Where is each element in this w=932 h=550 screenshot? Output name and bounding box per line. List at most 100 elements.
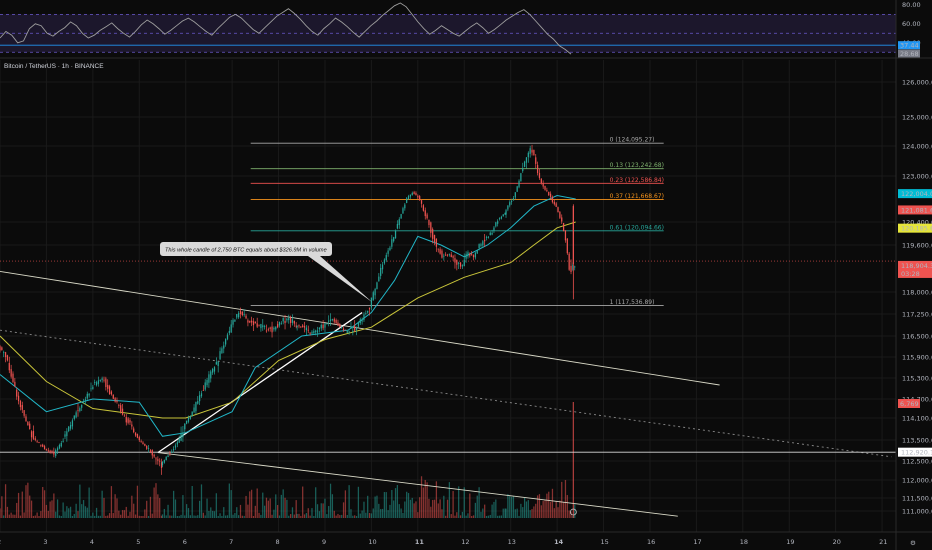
volume-bar [217, 515, 219, 518]
volume-bar [570, 511, 572, 518]
volume-bar [441, 509, 443, 518]
volume-bar [0, 508, 1, 518]
candle-body [426, 214, 428, 219]
fib-label-1: 0.13 (123,242.68) [610, 162, 664, 169]
candle-body [309, 332, 311, 334]
annotation-box[interactable] [160, 242, 332, 256]
volume-bar [487, 515, 490, 518]
candle-body [127, 418, 129, 423]
volume-bar [198, 500, 201, 518]
candle-body [101, 378, 103, 381]
volume-bar [320, 503, 322, 518]
candle-body [97, 380, 100, 384]
volume-bar [215, 493, 217, 518]
candle-body [193, 407, 195, 413]
volume-bar [105, 515, 107, 518]
volume-bar [355, 516, 358, 518]
volume-bar [348, 485, 350, 518]
volume-bar [236, 507, 238, 518]
candle-body [510, 201, 513, 202]
trendline-1[interactable] [0, 329, 892, 458]
volume-bar [574, 504, 576, 518]
fibonacci-retracement[interactable]: 0 (124,095.27) 0.13 (123,242.68) 0.23 (122… [250, 137, 664, 306]
candle-body [12, 373, 14, 382]
volume-bar [232, 514, 234, 518]
trendlines[interactable] [0, 260, 896, 517]
price-axis[interactable]: 126,000.00 125,000.00 124,000.00 123,000.00… [895, 0, 932, 550]
volume-bar [68, 508, 70, 518]
volume-bar [241, 515, 243, 518]
price-tick-6: 118,000.00 [902, 288, 932, 296]
trendline-2[interactable] [157, 452, 678, 517]
trendline-0[interactable] [0, 270, 720, 386]
price-badge-4 [898, 268, 932, 278]
volume-bar [167, 504, 169, 518]
candle-body [108, 386, 111, 395]
volume-bar [273, 509, 275, 518]
volume-bar [176, 515, 178, 518]
candle-body [383, 259, 386, 264]
candle-body [435, 238, 438, 247]
candle-body [182, 432, 184, 438]
volume-bar [23, 512, 25, 518]
volume-bar [163, 508, 165, 518]
candle-body-last [572, 206, 574, 265]
volume-marker [569, 508, 577, 516]
volume-bar [497, 515, 499, 518]
volume-bar [378, 503, 380, 518]
candle-body [337, 322, 339, 326]
candle-body [527, 152, 529, 158]
candle-body [68, 426, 70, 432]
volume-bar [36, 512, 38, 518]
candle-body [300, 326, 302, 328]
volume-bar [245, 495, 247, 518]
time-tick-16: 16 [647, 538, 655, 546]
candle-body [243, 314, 245, 315]
candle-body [185, 420, 188, 424]
candle-body [149, 450, 152, 453]
volume-bar [432, 499, 434, 518]
time-axis[interactable]: 2 3 4 5 6 7 8 9 10 11 12 13 14 15 16 17 18 19 20 21 ⚙ [0, 531, 932, 547]
candle-body [245, 315, 247, 319]
volume-bar [387, 510, 389, 518]
trendline-3[interactable] [157, 311, 363, 454]
volume-bar [568, 510, 570, 518]
settings-gear-icon[interactable]: ⚙ [910, 539, 916, 547]
volume-bar [30, 500, 33, 518]
volume-bar [160, 515, 163, 518]
candle-body [497, 221, 499, 224]
candle-body [284, 320, 286, 324]
candle-body [250, 320, 253, 323]
volume-bar [254, 505, 256, 518]
volume-bar [450, 514, 452, 518]
candle-body [82, 402, 85, 404]
volume-bar [82, 500, 85, 518]
candle-body [228, 330, 230, 334]
candle-body [269, 327, 271, 329]
candle-body [234, 319, 236, 322]
volume-bar [34, 515, 36, 518]
volume-bar [474, 502, 477, 518]
candle-body [505, 210, 507, 215]
candle-body [155, 458, 157, 460]
price-tick-0: 126,000.00 [902, 78, 932, 86]
volume-bar [472, 515, 475, 518]
candle-body [118, 404, 120, 406]
candle-body [484, 239, 486, 242]
volume-bar [459, 515, 462, 518]
candle-body [112, 394, 114, 399]
candle-body [474, 252, 477, 258]
annotation-callout[interactable]: This whole candle of 2,750 BTC equals ab… [160, 242, 373, 303]
candle-body [298, 325, 300, 327]
volume-bar [527, 500, 529, 518]
candle-body [303, 325, 306, 328]
candle-body [173, 449, 175, 450]
candle-body [348, 331, 350, 333]
candle-body [559, 211, 561, 218]
candle-body [60, 442, 62, 447]
candle-body [507, 205, 509, 210]
candle-body [551, 197, 554, 203]
candle-body [195, 402, 197, 412]
